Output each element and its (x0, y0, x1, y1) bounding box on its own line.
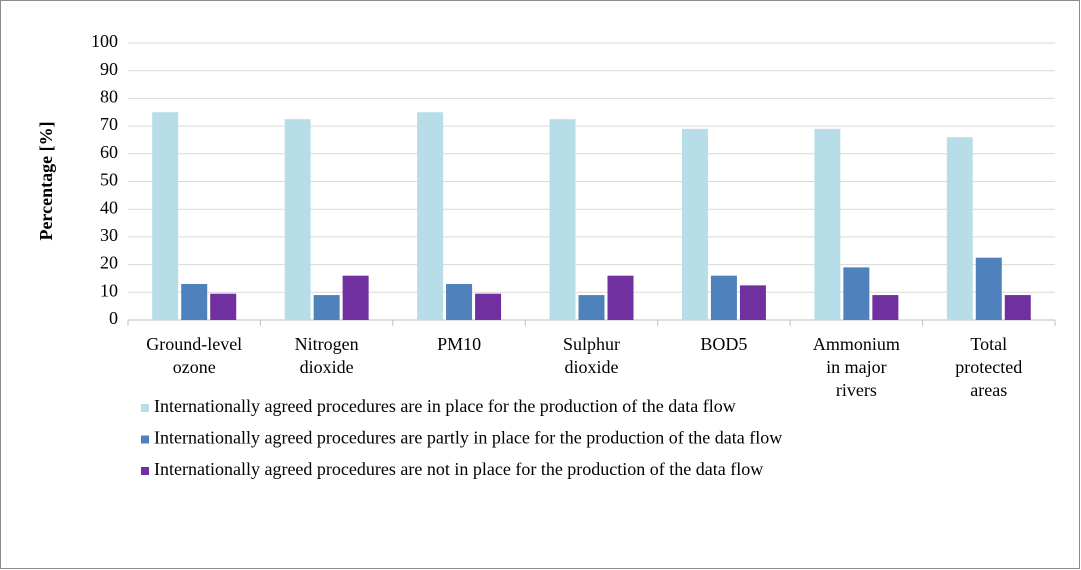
y-tick-label: 70 (100, 114, 118, 134)
legend-label: Internationally agreed procedures are in… (154, 396, 736, 416)
legend-swatch (141, 404, 149, 412)
x-tick-label: Ammonium in major rivers (813, 334, 900, 400)
y-tick-label: 60 (100, 142, 118, 162)
bar (181, 283, 208, 320)
bar (843, 267, 870, 320)
bar (1004, 295, 1031, 320)
bar (814, 128, 841, 320)
bar (681, 128, 708, 320)
x-tick-label: Nitrogen dioxide (295, 334, 359, 377)
y-tick-label: 100 (91, 31, 118, 51)
x-tick-label: BOD5 (700, 334, 747, 354)
legend-swatch (141, 467, 149, 475)
bar (578, 295, 605, 320)
bar (739, 285, 766, 320)
y-tick-label: 0 (109, 308, 118, 328)
y-tick-label: 50 (100, 170, 118, 190)
y-tick-label: 10 (100, 280, 118, 300)
y-tick-label: 80 (100, 87, 118, 107)
legend-swatch (141, 435, 149, 444)
x-tick-label: PM10 (437, 334, 481, 354)
legend-label: Internationally agreed procedures are no… (154, 459, 763, 479)
bar (710, 275, 737, 320)
bar (284, 119, 311, 320)
x-tick-label: Sulphur dioxide (563, 334, 620, 377)
x-tick-label: Total protected areas (955, 334, 1022, 400)
bar (975, 257, 1002, 320)
bar (152, 112, 179, 320)
y-tick-label: 90 (100, 59, 118, 79)
legend-label: Internationally agreed procedures are pa… (154, 428, 782, 448)
bar (872, 295, 899, 320)
bar (417, 112, 444, 320)
bar (475, 293, 502, 320)
bar (342, 275, 369, 320)
y-tick-label: 30 (100, 225, 118, 245)
bar (210, 293, 237, 320)
x-tick-label: Ground-level ozone (146, 334, 242, 377)
y-tick-label: 40 (100, 197, 118, 217)
bar (946, 137, 973, 320)
bar (549, 119, 576, 320)
y-tick-label: 20 (100, 253, 118, 273)
bar (607, 275, 634, 320)
y-axis-label: Percentage [%] (36, 121, 56, 240)
bar (446, 283, 473, 320)
bar (313, 295, 340, 320)
